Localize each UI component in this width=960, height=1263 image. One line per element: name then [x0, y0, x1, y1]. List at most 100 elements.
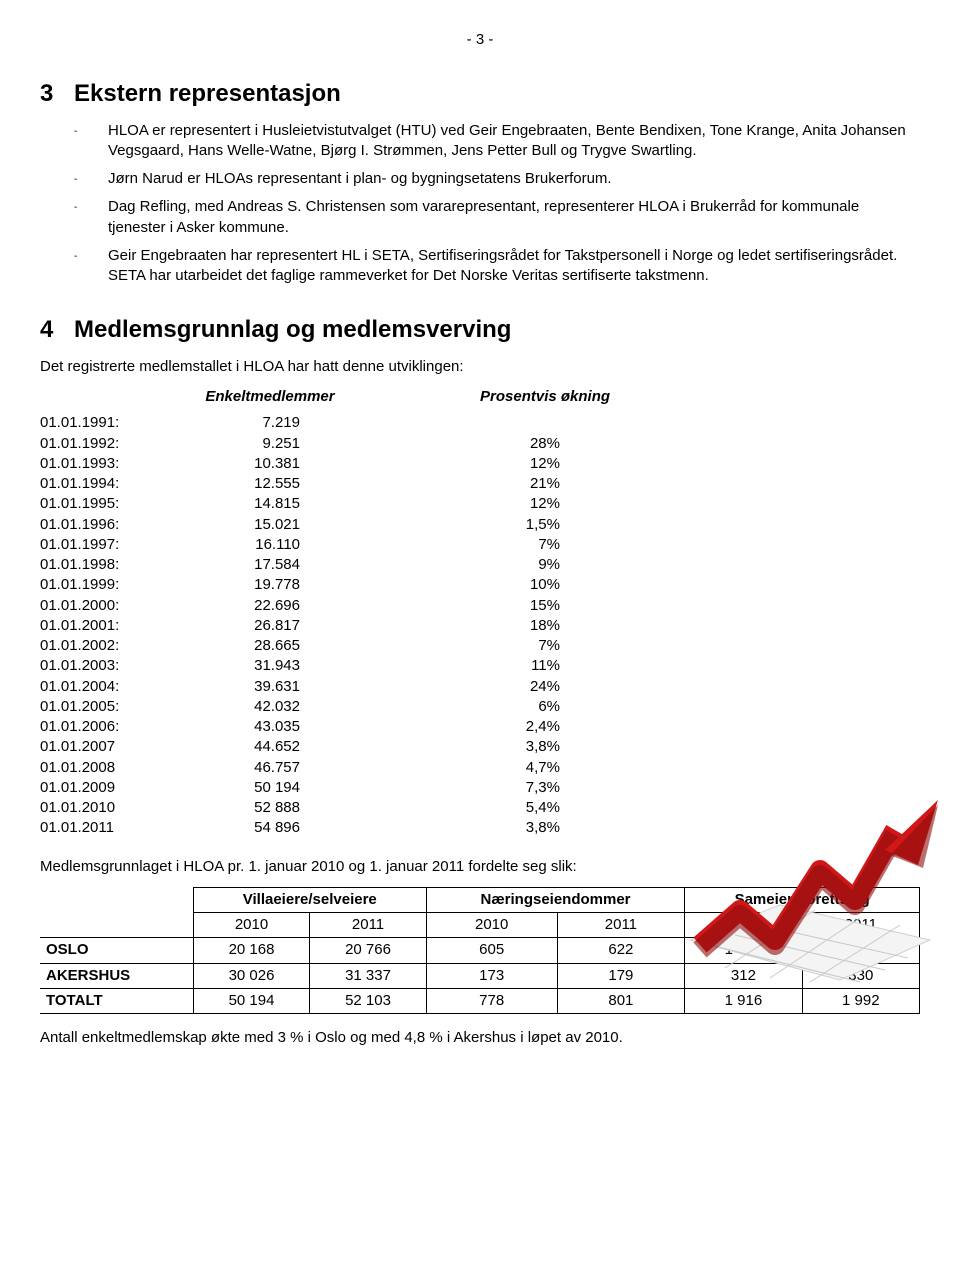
- bullet-dash-icon: -: [74, 169, 108, 189]
- bullet-item: -Jørn Narud er HLOAs representant i plan…: [40, 169, 920, 189]
- membership-value: 26.817: [180, 616, 340, 636]
- membership-pct: 12%: [340, 454, 700, 474]
- membership-row: 01.01.2006:43.0352,4%: [40, 717, 920, 737]
- membership-value: 46.757: [180, 758, 340, 778]
- membership-row: 01.01.1992:9.25128%: [40, 434, 920, 454]
- membership-date: 01.01.2005:: [40, 697, 180, 717]
- membership-date: 01.01.2009: [40, 778, 180, 798]
- distribution-cell: 801: [557, 988, 685, 1013]
- membership-date: 01.01.1996:: [40, 515, 180, 535]
- bullet-text: Dag Refling, med Andreas S. Christensen …: [108, 197, 920, 238]
- section-3-heading: 3 Ekstern representasjon: [40, 78, 920, 110]
- section-3-title: Ekstern representasjon: [74, 78, 341, 110]
- year-label: 2011: [557, 913, 685, 938]
- membership-pct: 5,4%: [340, 798, 700, 818]
- membership-date: 01.01.2007: [40, 737, 180, 757]
- membership-date: 01.01.1999:: [40, 575, 180, 595]
- membership-value: 17.584: [180, 555, 340, 575]
- growth-chart-icon: [680, 790, 940, 990]
- membership-value: 52 888: [180, 798, 340, 818]
- membership-date: 01.01.2006:: [40, 717, 180, 737]
- distribution-row-label: AKERSHUS: [40, 963, 193, 988]
- membership-value: 22.696: [180, 596, 340, 616]
- membership-pct: 11%: [340, 656, 700, 676]
- membership-table-head: Enkeltmedlemmer Prosentvis økning: [40, 387, 920, 407]
- membership-date: 01.01.2001:: [40, 616, 180, 636]
- bullet-text: Geir Engebraaten har representert HL i S…: [108, 246, 920, 287]
- membership-rows: 01.01.1991:7.21901.01.1992:9.25128%01.01…: [40, 413, 920, 838]
- membership-row: 01.01.200846.7574,7%: [40, 758, 920, 778]
- distribution-cell: 605: [426, 938, 557, 963]
- membership-date: 01.01.2008: [40, 758, 180, 778]
- membership-date: 01.01.2010: [40, 798, 180, 818]
- page-number: - 3 -: [40, 30, 920, 50]
- distribution-cell: 1 992: [802, 988, 919, 1013]
- membership-row: 01.01.2002:28.6657%: [40, 636, 920, 656]
- membership-date: 01.01.2002:: [40, 636, 180, 656]
- membership-value: 16.110: [180, 535, 340, 555]
- membership-row: 01.01.1991:7.219: [40, 413, 920, 433]
- col-enkeltmedlemmer: Enkeltmedlemmer: [180, 387, 360, 407]
- membership-value: 43.035: [180, 717, 340, 737]
- bullet-item: -Dag Refling, med Andreas S. Christensen…: [40, 197, 920, 238]
- membership-value: 44.652: [180, 737, 340, 757]
- membership-table: Enkeltmedlemmer Prosentvis økning 01.01.…: [40, 387, 920, 839]
- bullet-text: Jørn Narud er HLOAs representant i plan-…: [108, 169, 920, 189]
- membership-value: 9.251: [180, 434, 340, 454]
- membership-pct: 28%: [340, 434, 700, 454]
- membership-row: 01.01.2000:22.69615%: [40, 596, 920, 616]
- membership-row: 01.01.200744.6523,8%: [40, 737, 920, 757]
- year-label: 2011: [310, 913, 427, 938]
- membership-pct: [340, 413, 700, 433]
- membership-pct: 6%: [340, 697, 700, 717]
- distribution-cell: 622: [557, 938, 685, 963]
- distribution-row-label: TOTALT: [40, 988, 193, 1013]
- section-4-intro: Det registrerte medlemstallet i HLOA har…: [40, 357, 920, 377]
- distribution-row-label: OSLO: [40, 938, 193, 963]
- membership-row: 01.01.1994:12.55521%: [40, 474, 920, 494]
- membership-value: 12.555: [180, 474, 340, 494]
- membership-date: 01.01.1994:: [40, 474, 180, 494]
- distribution-cell: 20 766: [310, 938, 427, 963]
- membership-pct: 3,8%: [340, 737, 700, 757]
- membership-value: 54 896: [180, 818, 340, 838]
- membership-date: 01.01.2004:: [40, 677, 180, 697]
- bullet-item: -Geir Engebraaten har representert HL i …: [40, 246, 920, 287]
- year-label: 2010: [426, 913, 557, 938]
- membership-pct: 12%: [340, 494, 700, 514]
- col-prosentvis: Prosentvis økning: [480, 387, 680, 407]
- distribution-cell: 179: [557, 963, 685, 988]
- membership-date: 01.01.1993:: [40, 454, 180, 474]
- membership-pct: 3,8%: [340, 818, 700, 838]
- membership-date: 01.01.1992:: [40, 434, 180, 454]
- membership-value: 15.021: [180, 515, 340, 535]
- membership-pct: 7,3%: [340, 778, 700, 798]
- membership-pct: 2,4%: [340, 717, 700, 737]
- distribution-cell: 30 026: [193, 963, 310, 988]
- membership-row: 01.01.1996:15.0211,5%: [40, 515, 920, 535]
- membership-value: 7.219: [180, 413, 340, 433]
- section-4-title: Medlemsgrunnlag og medlemsverving: [74, 314, 511, 346]
- membership-pct: 7%: [340, 535, 700, 555]
- distribution-cell: 20 168: [193, 938, 310, 963]
- membership-row: 01.01.1993:10.38112%: [40, 454, 920, 474]
- membership-pct: 24%: [340, 677, 700, 697]
- membership-row: 01.01.2005:42.0326%: [40, 697, 920, 717]
- bullet-item: -HLOA er representert i Husleietvistutva…: [40, 121, 920, 162]
- membership-pct: 18%: [340, 616, 700, 636]
- membership-value: 39.631: [180, 677, 340, 697]
- section-4-footer: Antall enkeltmedlemskap økte med 3 % i O…: [40, 1028, 920, 1048]
- distribution-row: TOTALT50 19452 1037788011 9161 992: [40, 988, 920, 1013]
- membership-row: 01.01.2003:31.94311%: [40, 656, 920, 676]
- distribution-cell: 50 194: [193, 988, 310, 1013]
- section-3-num: 3: [40, 78, 74, 110]
- group-naering: Næringseiendommer: [426, 887, 684, 912]
- year-label: 2010: [193, 913, 310, 938]
- membership-row: 01.01.2001:26.81718%: [40, 616, 920, 636]
- document-page: - 3 - 3 Ekstern representasjon -HLOA er …: [0, 0, 960, 1098]
- bullet-dash-icon: -: [74, 121, 108, 162]
- membership-pct: 7%: [340, 636, 700, 656]
- membership-date: 01.01.1997:: [40, 535, 180, 555]
- membership-value: 14.815: [180, 494, 340, 514]
- membership-date: 01.01.2003:: [40, 656, 180, 676]
